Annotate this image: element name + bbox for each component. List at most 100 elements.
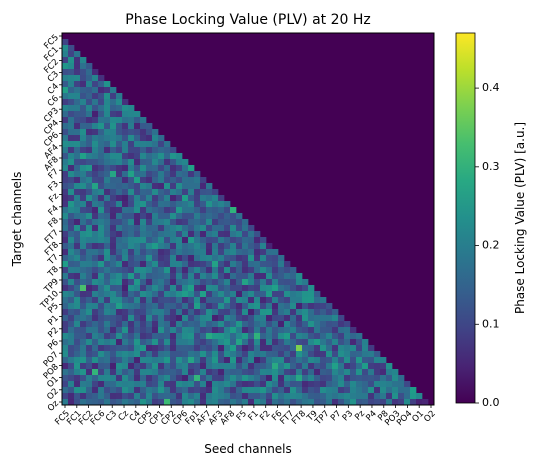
heatmap-cell [122,147,129,154]
heatmap-cell [134,129,141,136]
heatmap-cell [110,237,117,244]
heatmap-cell [278,339,285,346]
heatmap-cell [62,399,69,406]
heatmap-cell [308,351,315,358]
heatmap-cell [398,393,405,400]
heatmap-cell [314,393,321,400]
heatmap-cell [260,285,267,292]
heatmap-cell [152,231,159,238]
heatmap-cell [230,279,237,286]
heatmap-cell [116,369,123,376]
heatmap-cell [404,393,411,400]
heatmap-cell [140,327,147,334]
heatmap-cell [278,345,285,352]
heatmap-cell [242,285,249,292]
heatmap-cell [176,243,183,250]
heatmap-cell [188,279,195,286]
heatmap-cell [194,219,201,226]
heatmap-cell [98,213,105,220]
heatmap-cell [308,357,315,364]
heatmap-cell [140,345,147,352]
heatmap-cell [332,375,339,382]
heatmap-cell [170,177,177,184]
heatmap-cell [374,375,381,382]
heatmap-cell [296,387,303,394]
heatmap-cell [158,285,165,292]
heatmap-cell [62,135,69,142]
heatmap-cell [164,195,171,202]
heatmap-cell [146,171,153,178]
heatmap-cell [128,279,135,286]
heatmap-cell [92,381,99,388]
heatmap-cell [110,135,117,142]
heatmap-cell [242,237,249,244]
heatmap-cell [152,333,159,340]
heatmap-cell [86,195,93,202]
heatmap-cell [62,279,69,286]
heatmap-cell [272,255,279,262]
heatmap-cell [74,75,81,82]
heatmap-cell [242,297,249,304]
heatmap-cell [404,387,411,394]
heatmap-cell [134,243,141,250]
heatmap-cell [314,291,321,298]
heatmap-cell [80,105,87,112]
heatmap-cell [68,291,75,298]
heatmap-cell [314,333,321,340]
heatmap-cell [362,393,369,400]
heatmap-cell [290,273,297,280]
heatmap-cell [140,303,147,310]
heatmap-cell [104,333,111,340]
heatmap-cell [140,369,147,376]
heatmap-cell [200,279,207,286]
heatmap-cell [212,321,219,328]
heatmap-cell [164,327,171,334]
heatmap-cell [206,261,213,268]
heatmap-cell [68,333,75,340]
heatmap-cell [116,117,123,124]
heatmap-cell [242,369,249,376]
heatmap-cell [248,243,255,250]
heatmap-cell [140,393,147,400]
heatmap-cell [254,273,261,280]
heatmap-cell [314,357,321,364]
heatmap-cell [116,195,123,202]
heatmap-cell [254,363,261,370]
heatmap-cell [116,171,123,178]
heatmap-cell [266,243,273,250]
heatmap-cell [230,237,237,244]
heatmap-cell [110,381,117,388]
heatmap-cell [266,327,273,334]
heatmap-cell [272,291,279,298]
heatmap-cell [320,351,327,358]
heatmap-cell [212,273,219,280]
heatmap-cell [62,213,69,220]
heatmap-cell [374,357,381,364]
heatmap-cell [86,171,93,178]
heatmap-cell [314,363,321,370]
heatmap-cell [194,231,201,238]
heatmap-cell [230,369,237,376]
heatmap-cell [158,201,165,208]
heatmap-cell [128,147,135,154]
heatmap-cell [362,381,369,388]
heatmap-cell [266,387,273,394]
heatmap-cell [314,351,321,358]
heatmap-cell [194,363,201,370]
heatmap-cell [218,255,225,262]
heatmap-cell [392,387,399,394]
heatmap-cell [164,333,171,340]
heatmap-cell [176,213,183,220]
heatmap-cell [188,231,195,238]
heatmap-cell [188,297,195,304]
heatmap-cell [62,165,69,172]
heatmap-cell [134,201,141,208]
heatmap-cell [122,99,129,106]
heatmap-cell [68,303,75,310]
heatmap-cell [338,399,345,406]
heatmap-cell [134,171,141,178]
heatmap-cell [128,111,135,118]
heatmap-cell [182,387,189,394]
heatmap-cell [146,285,153,292]
heatmap-cell [134,153,141,160]
